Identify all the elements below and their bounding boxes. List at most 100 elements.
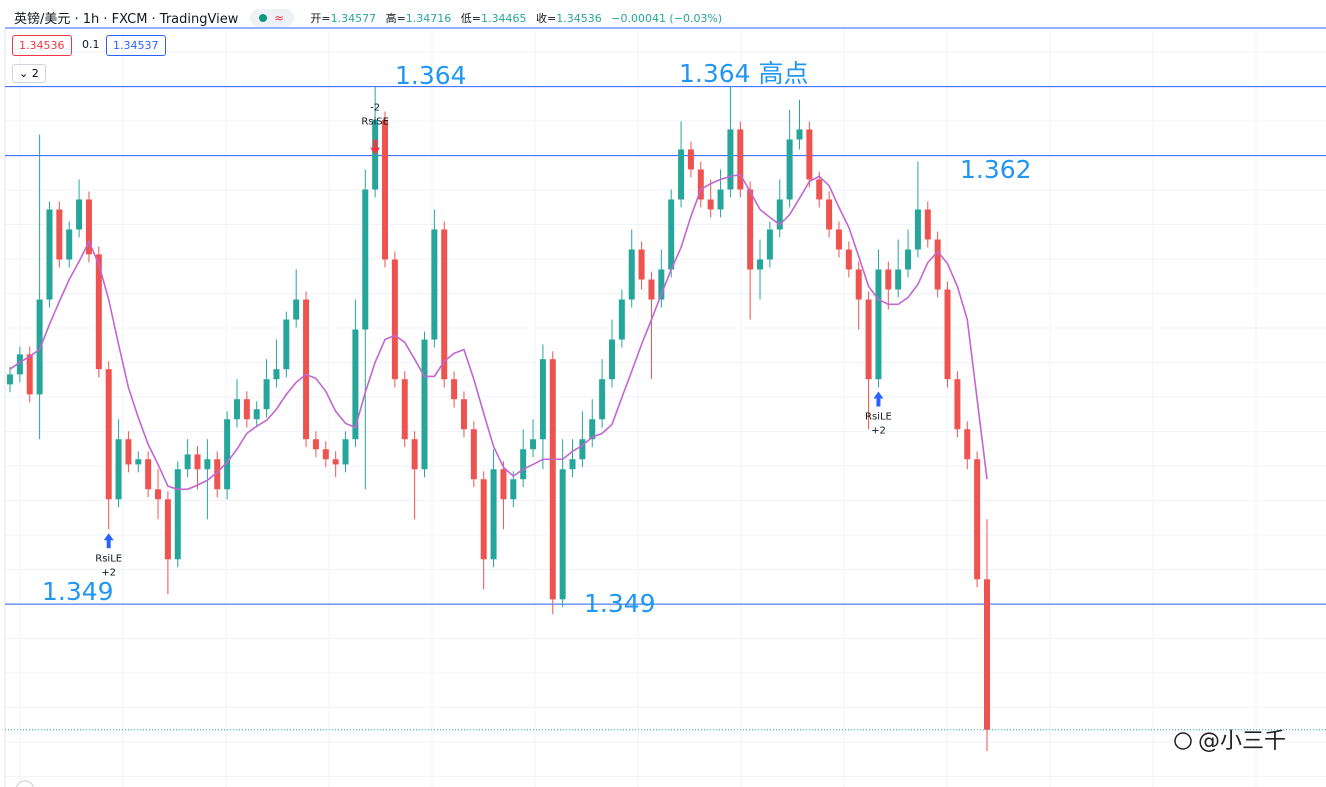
candle-body [145,459,152,490]
candle-body [500,469,507,500]
candle-body [490,469,497,560]
candle-body [273,369,280,380]
candle-body [727,129,734,190]
candle-body [885,269,892,290]
candle-body [569,459,576,470]
candle-body [293,299,300,320]
candle-body [599,379,606,420]
candle-body [401,379,408,440]
candle-body [36,299,43,395]
sell-button[interactable]: 1.34536 [12,35,72,56]
ohlc-label: 收= [536,11,557,25]
candle-body [737,129,744,190]
annotation: 1.349 [42,577,114,606]
candle-body [638,249,645,280]
watermark: @小三千 [1198,729,1286,754]
candle-body [224,419,231,490]
symbol[interactable]: 英镑/美元 · 1h · FXCM · TradingView [14,12,239,27]
annotation: 1.349 [584,589,656,618]
ohlc-value: 1.34577 [330,11,377,25]
candle-body [707,199,714,210]
indicator-toggle[interactable]: ⌄ 2 [12,64,46,83]
candle-body [76,199,83,230]
candle-body [717,189,724,210]
candle-body [352,329,359,440]
candle-body [174,469,181,560]
candle-body [697,169,704,200]
candle-body [56,209,63,260]
ohlc: 开=1.34577 高=1.34716 低=1.34465 收=1.34536 … [310,10,728,26]
candle-body [411,439,418,470]
candle-body [816,179,823,200]
candle-body [757,259,764,270]
candle-body [648,279,655,300]
candle-body [480,479,487,560]
candle-body [984,579,990,730]
candle-body [579,439,586,460]
long-arrow [103,533,114,549]
candle-body [964,429,971,460]
candle-body [530,439,537,450]
candle-body [26,354,33,395]
candle-body [66,229,73,260]
candle-body [125,439,132,465]
candle-body [658,269,665,300]
candle-body [589,419,596,440]
candle-body [905,249,912,270]
candle-body [135,459,142,465]
candle-body [263,379,270,410]
candle-body [431,229,438,340]
long-arrow [873,391,884,407]
signal-label: RsiSE [361,117,389,128]
candle-body [776,199,783,230]
ohlc-value: 1.34716 [405,11,452,25]
candle-body [451,379,458,400]
candle-body [549,359,556,600]
moving-average [9,173,988,491]
candle-body [559,469,566,600]
ohlc-label: 开= [310,11,331,25]
candle-body [194,454,201,470]
candle-body [7,374,13,385]
signal-label: RsiLE [865,411,892,422]
candle-body [16,354,23,375]
ohlc-label: 高= [385,11,406,25]
candle-body [954,379,961,430]
ohlc-value: 1.34536 [556,11,602,25]
change: −0.00041 (−0.03%) [611,11,723,25]
candle-body [46,209,53,300]
status-pill[interactable]: ≈ [250,8,295,27]
candle-body [747,189,754,270]
ohlc-value: 1.34465 [481,11,527,25]
candle-body [460,399,467,430]
candle-body [421,339,428,470]
annotation: 1.362 [960,155,1032,184]
candle-body [835,229,842,250]
spread: 0.1 [82,38,100,51]
candle-body [806,129,813,180]
annotation: 1.364 高点 [679,59,809,88]
candle-body [608,339,615,380]
candle-body [470,429,477,480]
candle-body [786,139,793,200]
candle-body [204,459,211,470]
candle-body [668,199,675,270]
candle-body [934,239,941,290]
signal-qty: +2 [101,567,116,578]
legend-header: 英镑/美元 · 1h · FXCM · TradingView ≈ 开=1.34… [14,8,728,27]
candle-body [391,259,398,380]
candle-body [845,249,852,270]
scroll-button[interactable] [15,780,35,787]
candle-body [283,319,290,370]
candle-body [974,459,981,580]
candle-body [510,479,517,500]
buy-button[interactable]: 1.34537 [106,35,166,56]
candle-body [441,229,448,380]
watermark-icon [1174,732,1192,750]
candle-body [766,229,773,260]
candle-body [332,459,339,465]
annotation: 1.364 [395,61,467,90]
candle-body [678,149,685,200]
